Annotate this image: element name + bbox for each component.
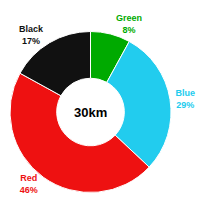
svg-text:Black17%: Black17% [19,24,44,46]
svg-text:30km: 30km [74,105,107,120]
svg-text:Blue29%: Blue29% [175,88,195,110]
svg-text:Red46%: Red46% [20,173,38,195]
svg-text:Green8%: Green8% [116,13,142,35]
